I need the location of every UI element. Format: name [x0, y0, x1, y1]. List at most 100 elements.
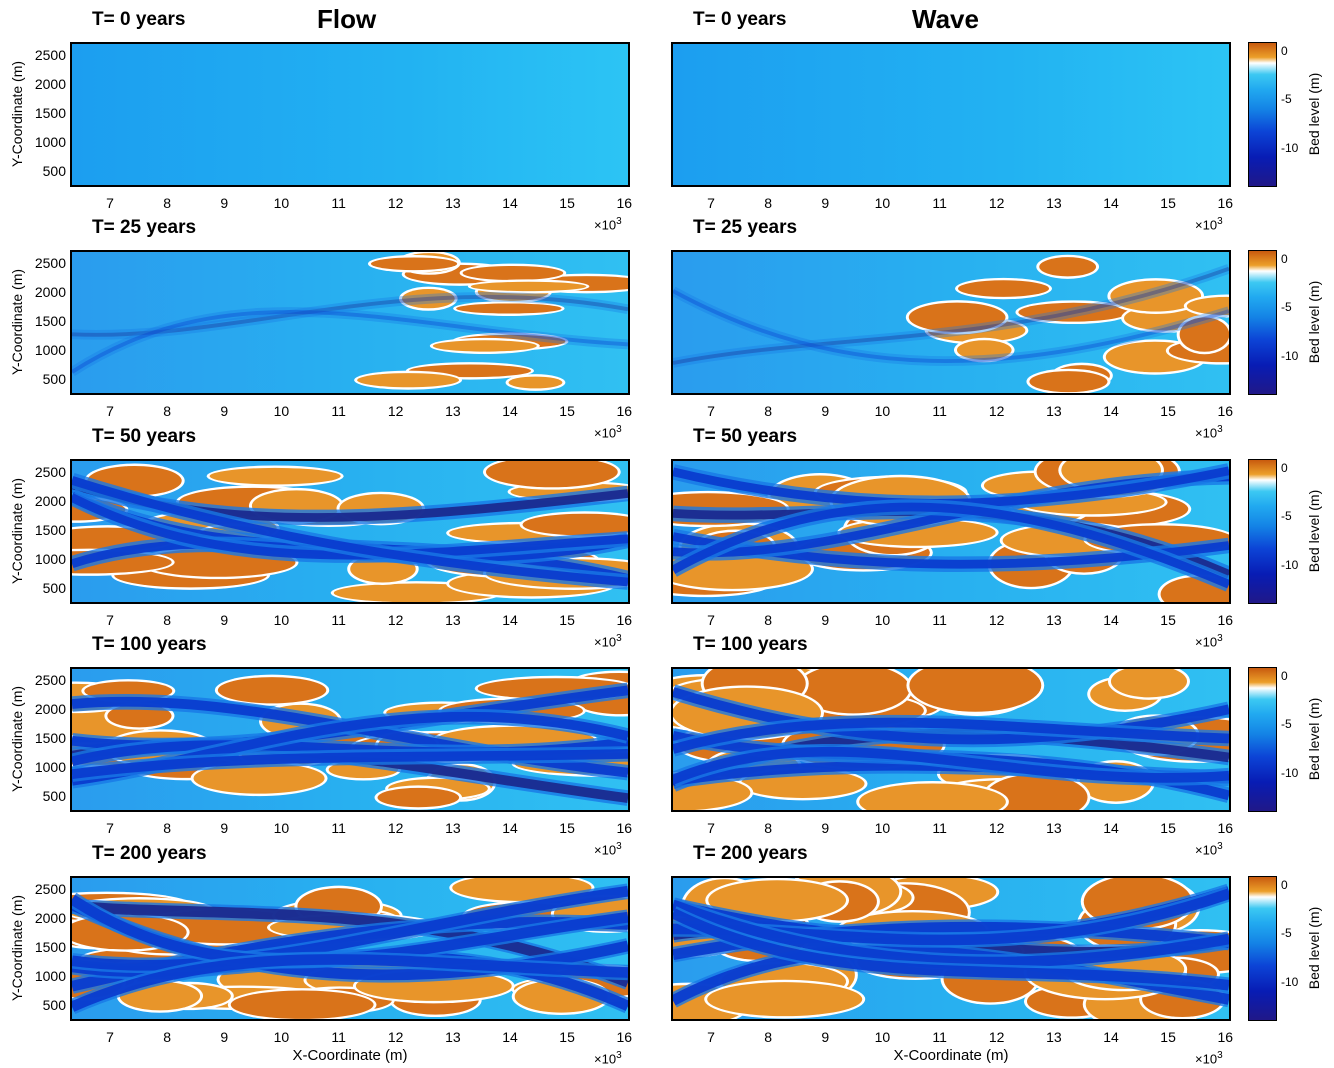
- x-tick-label: 8: [764, 195, 772, 211]
- x-axis-label-wave: X-Coordinate (m): [893, 1047, 1008, 1064]
- shoal: [218, 677, 326, 703]
- x-multiplier-exp: 3: [1217, 216, 1223, 227]
- x-tick-label: 11: [932, 1029, 947, 1045]
- x-tick-label: 14: [1103, 612, 1119, 628]
- x-tick-label: 15: [1160, 612, 1176, 628]
- panel-title: T= 0 years: [693, 9, 787, 31]
- y-axis-label: Y-Coordinate (m): [9, 873, 25, 1023]
- x-multiplier: ×103: [1195, 633, 1223, 649]
- x-multiplier-base: ×10: [594, 425, 616, 440]
- y-tick-label: 1500: [26, 522, 66, 538]
- y-tick-label: 1000: [26, 759, 66, 775]
- x-tick-label: 10: [274, 820, 290, 836]
- x-multiplier-base: ×10: [1195, 1051, 1217, 1066]
- shoal: [1029, 371, 1107, 392]
- x-multiplier-base: ×10: [594, 1051, 616, 1066]
- heatmap-panel: [70, 876, 630, 1021]
- x-tick-label: 10: [875, 820, 891, 836]
- colorbar: [1248, 459, 1277, 604]
- colorbar: [1248, 42, 1277, 187]
- x-tick-label: 8: [163, 612, 171, 628]
- heatmap-panel: [671, 459, 1231, 604]
- panel-title: T= 50 years: [693, 426, 797, 448]
- x-tick-label: 13: [445, 1029, 461, 1045]
- x-tick-label: 16: [1218, 403, 1234, 419]
- y-tick-label: 500: [26, 580, 66, 596]
- colorbar-tick: -5: [1281, 509, 1292, 523]
- shoal: [433, 340, 537, 351]
- y-tick-label: 1500: [26, 105, 66, 121]
- y-tick-label: 2500: [26, 255, 66, 271]
- shoal: [1039, 257, 1096, 276]
- heatmap-panel: [671, 42, 1231, 187]
- column-title-flow: Flow: [317, 4, 376, 35]
- x-multiplier-exp: 3: [1217, 633, 1223, 644]
- x-tick-label: 14: [502, 612, 518, 628]
- y-tick-label: 500: [26, 163, 66, 179]
- x-multiplier: ×103: [594, 633, 622, 649]
- x-tick-label: 12: [989, 612, 1005, 628]
- x-tick-label: 14: [1103, 1029, 1119, 1045]
- heatmap-panel: [70, 667, 630, 812]
- x-multiplier: ×103: [1195, 1050, 1223, 1066]
- x-multiplier-base: ×10: [594, 842, 616, 857]
- panel-title: T= 200 years: [693, 843, 808, 865]
- x-tick-label: 10: [274, 195, 290, 211]
- y-tick-label: 2500: [26, 47, 66, 63]
- x-multiplier-exp: 3: [616, 1050, 622, 1061]
- colorbar-tick: -10: [1281, 766, 1298, 780]
- x-tick-label: 7: [707, 195, 715, 211]
- y-tick-label: 1000: [26, 134, 66, 150]
- x-tick-label: 8: [764, 612, 772, 628]
- x-tick-label: 12: [989, 403, 1005, 419]
- x-multiplier-exp: 3: [1217, 424, 1223, 435]
- x-tick-label: 12: [388, 195, 404, 211]
- shoal: [958, 280, 1049, 297]
- y-axis-label: Y-Coordinate (m): [9, 39, 25, 189]
- x-multiplier: ×103: [594, 841, 622, 857]
- y-tick-label: 1000: [26, 551, 66, 567]
- shoal: [471, 282, 587, 291]
- x-tick-label: 11: [932, 612, 947, 628]
- x-multiplier-exp: 3: [616, 216, 622, 227]
- x-tick-label: 12: [388, 820, 404, 836]
- x-tick-label: 9: [220, 612, 228, 628]
- x-tick-label: 11: [331, 612, 346, 628]
- heatmap-panel: [70, 250, 630, 395]
- x-tick-label: 16: [1218, 195, 1234, 211]
- x-tick-label: 8: [764, 403, 772, 419]
- heatmap-panel: [671, 876, 1231, 1021]
- x-tick-label: 15: [1160, 1029, 1176, 1045]
- colorbar: [1248, 250, 1277, 395]
- colorbar-tick: -10: [1281, 349, 1298, 363]
- heatmap-svg: [72, 669, 628, 810]
- heatmap-panel: [70, 42, 630, 187]
- x-tick-label: 12: [989, 195, 1005, 211]
- x-tick-label: 13: [1046, 195, 1062, 211]
- x-tick-label: 9: [821, 1029, 829, 1045]
- x-tick-label: 16: [1218, 820, 1234, 836]
- x-tick-label: 14: [502, 195, 518, 211]
- shoal: [509, 377, 563, 389]
- x-tick-label: 11: [331, 403, 346, 419]
- x-tick-label: 13: [1046, 820, 1062, 836]
- x-tick-label: 7: [707, 403, 715, 419]
- x-tick-label: 12: [989, 820, 1005, 836]
- x-tick-label: 7: [106, 195, 114, 211]
- y-tick-label: 2500: [26, 881, 66, 897]
- x-tick-label: 7: [106, 820, 114, 836]
- y-tick-label: 2000: [26, 701, 66, 717]
- column-title-wave: Wave: [912, 4, 979, 35]
- x-multiplier: ×103: [594, 424, 622, 440]
- colorbar-tick: -5: [1281, 717, 1292, 731]
- heatmap-svg: [673, 252, 1229, 393]
- x-tick-label: 16: [617, 1029, 633, 1045]
- shoal: [456, 303, 561, 313]
- y-tick-label: 1500: [26, 730, 66, 746]
- y-axis-label: Y-Coordinate (m): [9, 247, 25, 397]
- x-tick-label: 14: [1103, 403, 1119, 419]
- x-tick-label: 15: [559, 820, 575, 836]
- x-multiplier-exp: 3: [1217, 841, 1223, 852]
- x-multiplier: ×103: [594, 216, 622, 232]
- colorbar-tick: -5: [1281, 300, 1292, 314]
